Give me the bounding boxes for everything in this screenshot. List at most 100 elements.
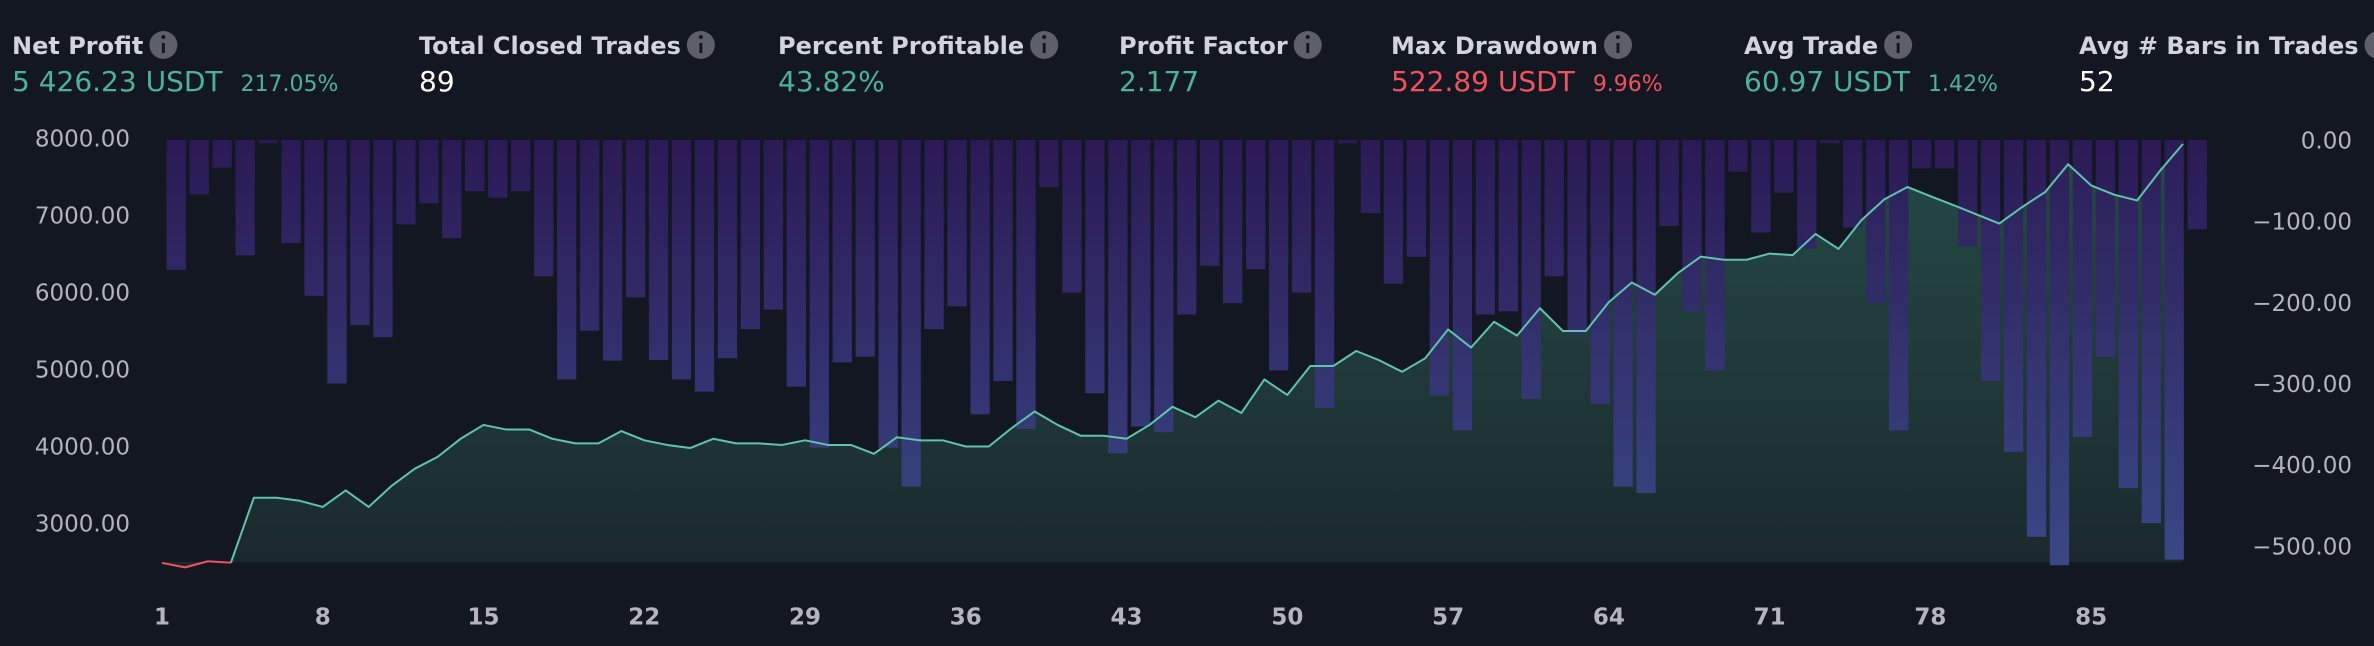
drawdown-bar — [1866, 140, 1886, 304]
x-tick-label: 85 — [2075, 605, 2107, 631]
metric-label: Avg # Bars in Trades — [2079, 32, 2359, 60]
metric-value: 52 — [2079, 65, 2115, 98]
drawdown-bar — [350, 140, 370, 326]
drawdown-bar — [511, 140, 531, 192]
drawdown-bar — [1820, 140, 1840, 144]
drawdown-bar — [671, 140, 692, 380]
drawdown-bar — [258, 140, 278, 144]
drawdown-bar — [602, 140, 623, 361]
drawdown-bar — [878, 140, 898, 448]
drawdown-bar — [1131, 140, 1151, 427]
drawdown-bar — [1108, 140, 1128, 454]
drawdown-bar — [1498, 140, 1518, 312]
x-tick-label: 22 — [628, 605, 660, 631]
drawdown-bar — [924, 140, 944, 330]
drawdown-bar — [1245, 140, 1266, 270]
y2-tick-label: 0.00 — [2301, 129, 2352, 155]
drawdown-bar — [993, 140, 1013, 382]
metric-value: 522.89 USDT — [1391, 65, 1576, 98]
metric-sub: 1.42% — [1928, 72, 1998, 97]
drawdown-bar — [1337, 140, 1358, 144]
drawdown-bar — [1062, 140, 1082, 293]
equity-line-negative — [161, 560, 231, 569]
y-tick-label: 4000.00 — [35, 435, 130, 461]
drawdown-bar — [1912, 140, 1932, 169]
drawdown-bar — [327, 140, 347, 384]
drawdown-bar — [304, 140, 324, 296]
y-tick-label: 3000.00 — [35, 512, 130, 538]
drawdown-bar — [1636, 140, 1656, 494]
drawdown-bar — [832, 140, 852, 363]
drawdown-bar — [1039, 140, 1059, 188]
info-icon-dot — [1615, 35, 1620, 39]
drawdown-bar — [2141, 140, 2161, 524]
drawdown-bar — [648, 140, 669, 360]
drawdown-bar — [1567, 140, 1587, 334]
info-icon-dot — [1896, 35, 1901, 39]
drawdown-bar — [488, 140, 508, 198]
drawdown-bar — [625, 140, 646, 298]
drawdown-bar — [2095, 140, 2116, 357]
drawdown-bar — [809, 140, 829, 448]
drawdown-bar — [2003, 140, 2024, 452]
drawdown-bar — [2118, 140, 2138, 489]
drawdown-bar — [1475, 140, 1495, 315]
drawdown-bar — [1843, 140, 1863, 228]
metric-label: Profit Factor — [1119, 32, 1288, 60]
drawdown-bar — [1314, 140, 1335, 408]
drawdown-bar — [373, 140, 393, 338]
equity-area — [162, 143, 2183, 568]
metric-sub: 217.05% — [241, 72, 339, 97]
drawdown-bar — [786, 140, 806, 387]
drawdown-bar — [465, 140, 485, 192]
x-tick-label: 1 — [154, 605, 170, 631]
drawdown-bar — [1705, 140, 1725, 371]
drawdown-bar — [1751, 140, 1771, 233]
drawdown-bar — [1154, 140, 1174, 433]
drawdown-bar — [970, 140, 990, 415]
drawdown-bar — [901, 140, 921, 487]
metric-value: 89 — [419, 65, 455, 98]
drawdown-bar — [1889, 140, 1909, 431]
drawdown-bar — [763, 140, 783, 310]
drawdown-bar — [1544, 140, 1564, 277]
metric-value: 43.82% — [778, 65, 885, 98]
drawdown-bar — [1774, 140, 1794, 193]
drawdown-bar — [1291, 140, 1312, 293]
metric-label: Avg Trade — [1744, 32, 1878, 60]
y-tick-label: 7000.00 — [35, 204, 130, 230]
y-tick-label: 8000.00 — [35, 127, 130, 153]
drawdown-bar — [1383, 140, 1404, 284]
drawdown-bar — [1613, 140, 1633, 487]
x-tick-label: 36 — [950, 605, 982, 631]
metric-sub: 9.96% — [1593, 72, 1663, 97]
drawdown-bar — [1223, 140, 1243, 304]
drawdown-bar — [1590, 140, 1610, 404]
x-tick-label: 64 — [1593, 605, 1625, 631]
y-tick-label: 6000.00 — [35, 281, 130, 307]
metric-label: Max Drawdown — [1391, 32, 1598, 60]
metric-label: Total Closed Trades — [419, 32, 681, 60]
y-tick-label: 5000.00 — [35, 358, 130, 384]
x-tick-label: 78 — [1914, 605, 1946, 631]
x-tick-label: 50 — [1271, 605, 1303, 631]
drawdown-bar — [212, 140, 232, 168]
equity-line — [229, 143, 2184, 564]
y2-tick-label: −500.00 — [2252, 534, 2352, 560]
drawdown-bar — [855, 140, 875, 357]
y2-tick-label: −400.00 — [2252, 453, 2352, 479]
drawdown-bar — [1177, 140, 1197, 315]
info-icon — [2364, 31, 2374, 59]
drawdown-bar — [740, 140, 761, 330]
drawdown-bar — [1521, 140, 1541, 399]
drawdown-bar — [579, 140, 600, 331]
drawdown-bar — [1268, 140, 1289, 371]
drawdown-bar — [166, 140, 186, 270]
drawdown-bar — [1659, 140, 1679, 227]
drawdown-bar — [1200, 140, 1220, 266]
drawdown-bar — [2072, 140, 2093, 438]
drawdown-bar — [1728, 140, 1748, 172]
x-tick-label: 8 — [315, 605, 331, 631]
